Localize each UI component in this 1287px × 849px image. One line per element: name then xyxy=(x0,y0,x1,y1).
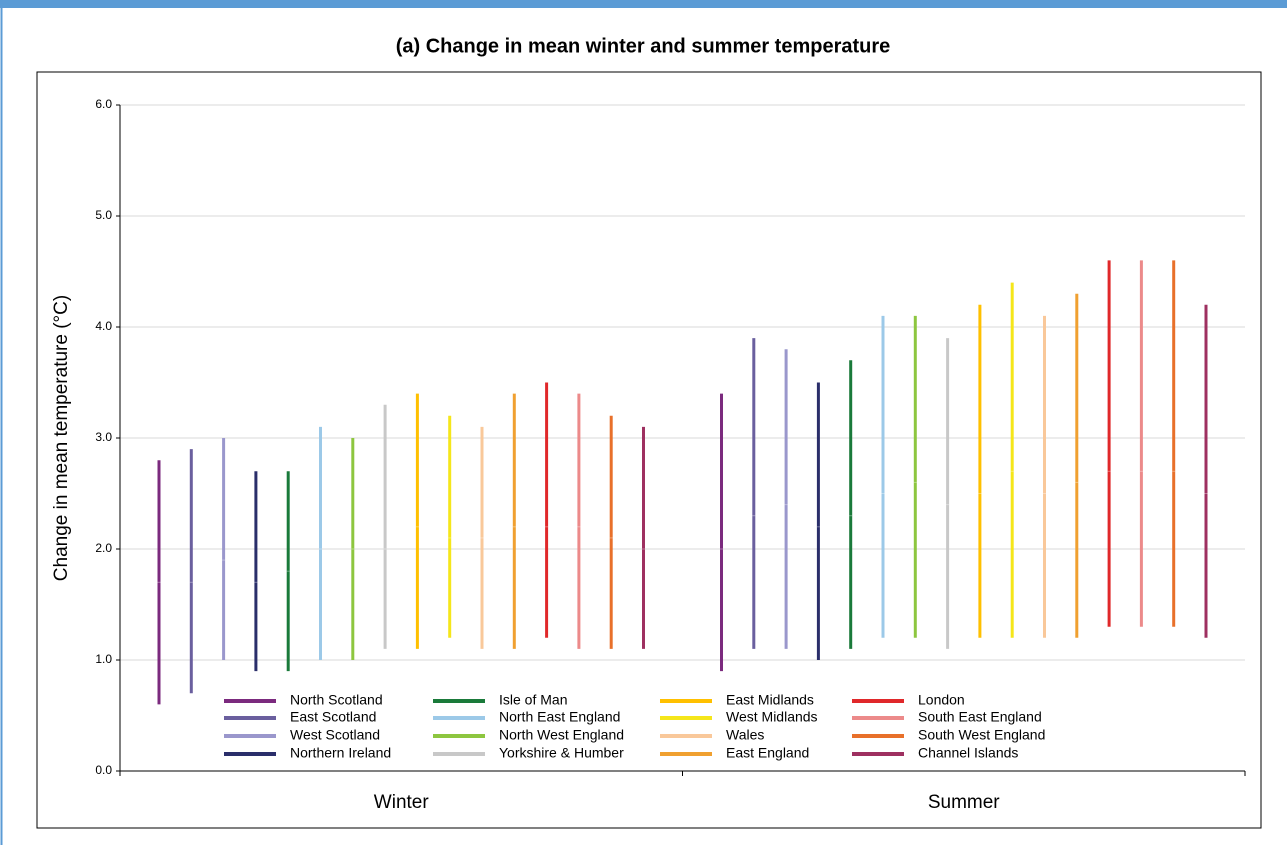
x-tick-label: Winter xyxy=(374,792,430,813)
legend-label: London xyxy=(918,692,965,708)
x-tick-label: Summer xyxy=(928,792,1000,813)
legend-label: North Scotland xyxy=(290,692,383,708)
chart-title: (a) Change in mean winter and summer tem… xyxy=(396,35,891,57)
top-bar xyxy=(0,0,1287,8)
y-tick-label: 5.0 xyxy=(95,208,112,222)
y-tick-label: 3.0 xyxy=(95,430,112,444)
y-tick-label: 6.0 xyxy=(95,97,112,111)
legend-label: West Midlands xyxy=(726,709,818,725)
y-axis-label: Change in mean temperature (°C) xyxy=(51,295,72,581)
legend-label: East Scotland xyxy=(290,709,376,725)
y-tick-label: 0.0 xyxy=(95,763,112,777)
legend-label: North West England xyxy=(499,727,624,743)
legend-label: South East England xyxy=(918,709,1042,725)
legend-label: East Midlands xyxy=(726,692,814,708)
legend-label: West Scotland xyxy=(290,727,380,743)
legend-label: East England xyxy=(726,745,809,761)
chart-frame xyxy=(36,71,1262,829)
legend-label: Yorkshire & Humber xyxy=(499,745,624,761)
legend-label: Northern Ireland xyxy=(290,745,391,761)
legend-label: South West England xyxy=(918,727,1045,743)
legend-label: Wales xyxy=(726,727,764,743)
legend-label: Isle of Man xyxy=(499,692,567,708)
y-tick-label: 4.0 xyxy=(95,319,112,333)
y-tick-label: 1.0 xyxy=(95,652,112,666)
legend-label: Channel Islands xyxy=(918,745,1018,761)
legend-label: North East England xyxy=(499,709,620,725)
y-tick-label: 2.0 xyxy=(95,541,112,555)
